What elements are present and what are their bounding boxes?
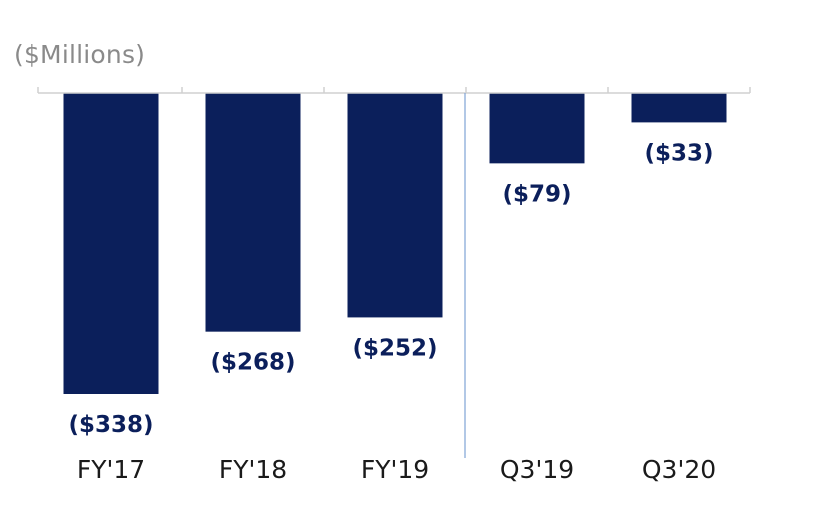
category-label-0: FY'17	[77, 455, 145, 484]
bar-0	[63, 93, 159, 394]
data-label-4: ($33)	[644, 140, 713, 166]
data-label-3: ($79)	[502, 181, 571, 207]
bar-3	[489, 93, 585, 164]
category-label-4: Q3'20	[642, 455, 716, 484]
bar-2	[347, 93, 443, 318]
data-label-0: ($338)	[68, 412, 153, 438]
category-label-1: FY'18	[219, 455, 287, 484]
bar-1	[205, 93, 301, 332]
bar-4	[631, 93, 727, 123]
unit-label: ($Millions)	[14, 40, 146, 69]
category-label-3: Q3'19	[500, 455, 574, 484]
data-label-2: ($252)	[352, 335, 437, 361]
category-label-2: FY'19	[361, 455, 429, 484]
data-label-1: ($268)	[210, 350, 295, 376]
